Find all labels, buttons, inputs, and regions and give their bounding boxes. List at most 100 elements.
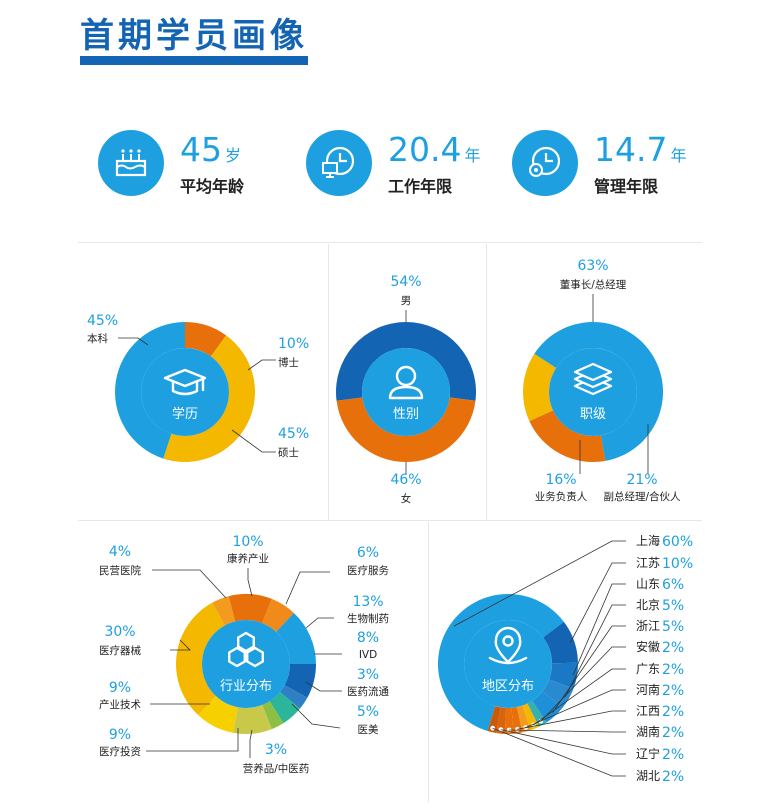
donut-slice (534, 322, 663, 461)
leader-line (247, 568, 253, 597)
region-percent-label: 2% (662, 683, 684, 699)
region-percent-label: 2% (662, 769, 684, 785)
slice-category-label: 业务负责人 (535, 490, 588, 503)
donut-slice (279, 685, 308, 709)
donut-slice (496, 707, 507, 734)
leader-line (291, 703, 341, 729)
slice-percent-label: 63% (577, 258, 608, 274)
divider (428, 522, 429, 802)
leader-line (517, 710, 626, 730)
slice-category-label: 医疗器械 (99, 644, 141, 657)
slice-category-label: 女 (401, 492, 412, 505)
divider (78, 520, 702, 521)
donut-slice (543, 621, 578, 664)
leader-line (305, 617, 334, 629)
slice-category-label: 生物制药 (347, 612, 389, 625)
slice-percent-label: 5% (357, 704, 379, 720)
donut-slice (198, 696, 238, 733)
leader-line (231, 429, 276, 453)
region-percent-label: 5% (662, 598, 684, 614)
region-percent-label: 5% (662, 619, 684, 635)
slice-percent-label: 16% (545, 472, 576, 488)
donut-slice (529, 410, 606, 463)
slice-marker (490, 725, 496, 731)
slice-category-label: 本科 (87, 332, 108, 345)
region-percent-label: 2% (662, 640, 684, 656)
slice-percent-label: 45% (87, 313, 118, 329)
chart-title: 职级 (580, 407, 606, 422)
donut-slice (504, 707, 514, 734)
slice-category-label: 男 (401, 295, 412, 307)
region-name-label: 江西 (636, 704, 660, 718)
donut-charts (115, 322, 663, 734)
slice-category-label: IVD (359, 649, 377, 661)
leader-line (305, 681, 342, 692)
leader-line (285, 571, 330, 605)
region-name-label: 湖南 (636, 724, 660, 739)
leader-line (500, 729, 626, 755)
region-name-label: 广东 (636, 662, 660, 676)
label-leaders (118, 294, 649, 777)
donut-slice (516, 705, 531, 733)
leader-line (247, 359, 276, 371)
donut-slice (212, 596, 236, 626)
slice-percent-label: 8% (357, 630, 379, 646)
region-name-label: 上海 (636, 533, 660, 548)
region-percent-label: 10% (662, 556, 693, 572)
slice-category-label: 民营医院 (99, 564, 141, 577)
leader-line (509, 729, 626, 733)
chart-title: 地区分布 (482, 679, 534, 694)
leader-line (170, 639, 191, 651)
title-underline (80, 56, 308, 65)
leader-line (453, 540, 626, 627)
donut-slice (542, 679, 574, 708)
leader-line (152, 569, 227, 599)
leader-line (492, 727, 626, 777)
donut-slice (269, 692, 300, 724)
location-pin-icon (488, 626, 528, 665)
layers-icon (573, 362, 613, 396)
slice-category-label: 硕士 (278, 446, 299, 459)
graduation-cap-icon (163, 368, 207, 396)
donut-slice (487, 706, 501, 733)
person-icon (388, 365, 424, 400)
divider (486, 244, 487, 520)
region-percent-label: 6% (662, 577, 684, 593)
slice-category-label: 营养品/中医药 (243, 762, 310, 775)
slice-category-label: 博士 (278, 356, 299, 369)
donut-slice (336, 322, 476, 401)
region-name-label: 浙江 (636, 619, 660, 633)
region-percent-label: 60% (662, 534, 693, 550)
slice-percent-label: 21% (626, 472, 657, 488)
slice-category-label: 康养产业 (227, 552, 269, 565)
slice-category-label: 医美 (358, 723, 379, 736)
slice-percent-label: 54% (390, 274, 421, 290)
donut-slice (175, 602, 225, 716)
slice-percent-label: 30% (104, 624, 135, 640)
slice-percent-label: 9% (109, 680, 131, 696)
stat-value: 14.7 年 (594, 130, 687, 169)
slice-percent-label: 6% (357, 545, 379, 561)
slice-percent-label: 10% (232, 534, 263, 550)
donut-slice (511, 707, 523, 734)
donut-slice (284, 664, 316, 698)
region-name-label: 山东 (636, 577, 660, 591)
chart-title: 性别 (393, 407, 419, 422)
region-name-label: 安徽 (636, 639, 660, 654)
region-name-label: 河南 (636, 682, 660, 697)
region-percent-label: 2% (662, 662, 684, 678)
slice-category-label: 董事长/总经理 (560, 278, 627, 291)
chart-title: 行业分布 (220, 679, 272, 694)
leader-line (533, 668, 626, 726)
cake-icon (98, 130, 164, 196)
slice-percent-label: 45% (278, 426, 309, 442)
stat-label: 管理年限 (594, 177, 659, 196)
hexagons-icon (228, 631, 264, 668)
slice-category-label: 医疗服务 (347, 564, 389, 577)
donut-slice (232, 704, 272, 734)
slice-percent-label: 46% (390, 472, 421, 488)
leader-line (570, 562, 626, 643)
donut-slice (262, 701, 284, 730)
slice-percent-label: 4% (109, 544, 131, 560)
slice-percent-label: 13% (352, 594, 383, 610)
